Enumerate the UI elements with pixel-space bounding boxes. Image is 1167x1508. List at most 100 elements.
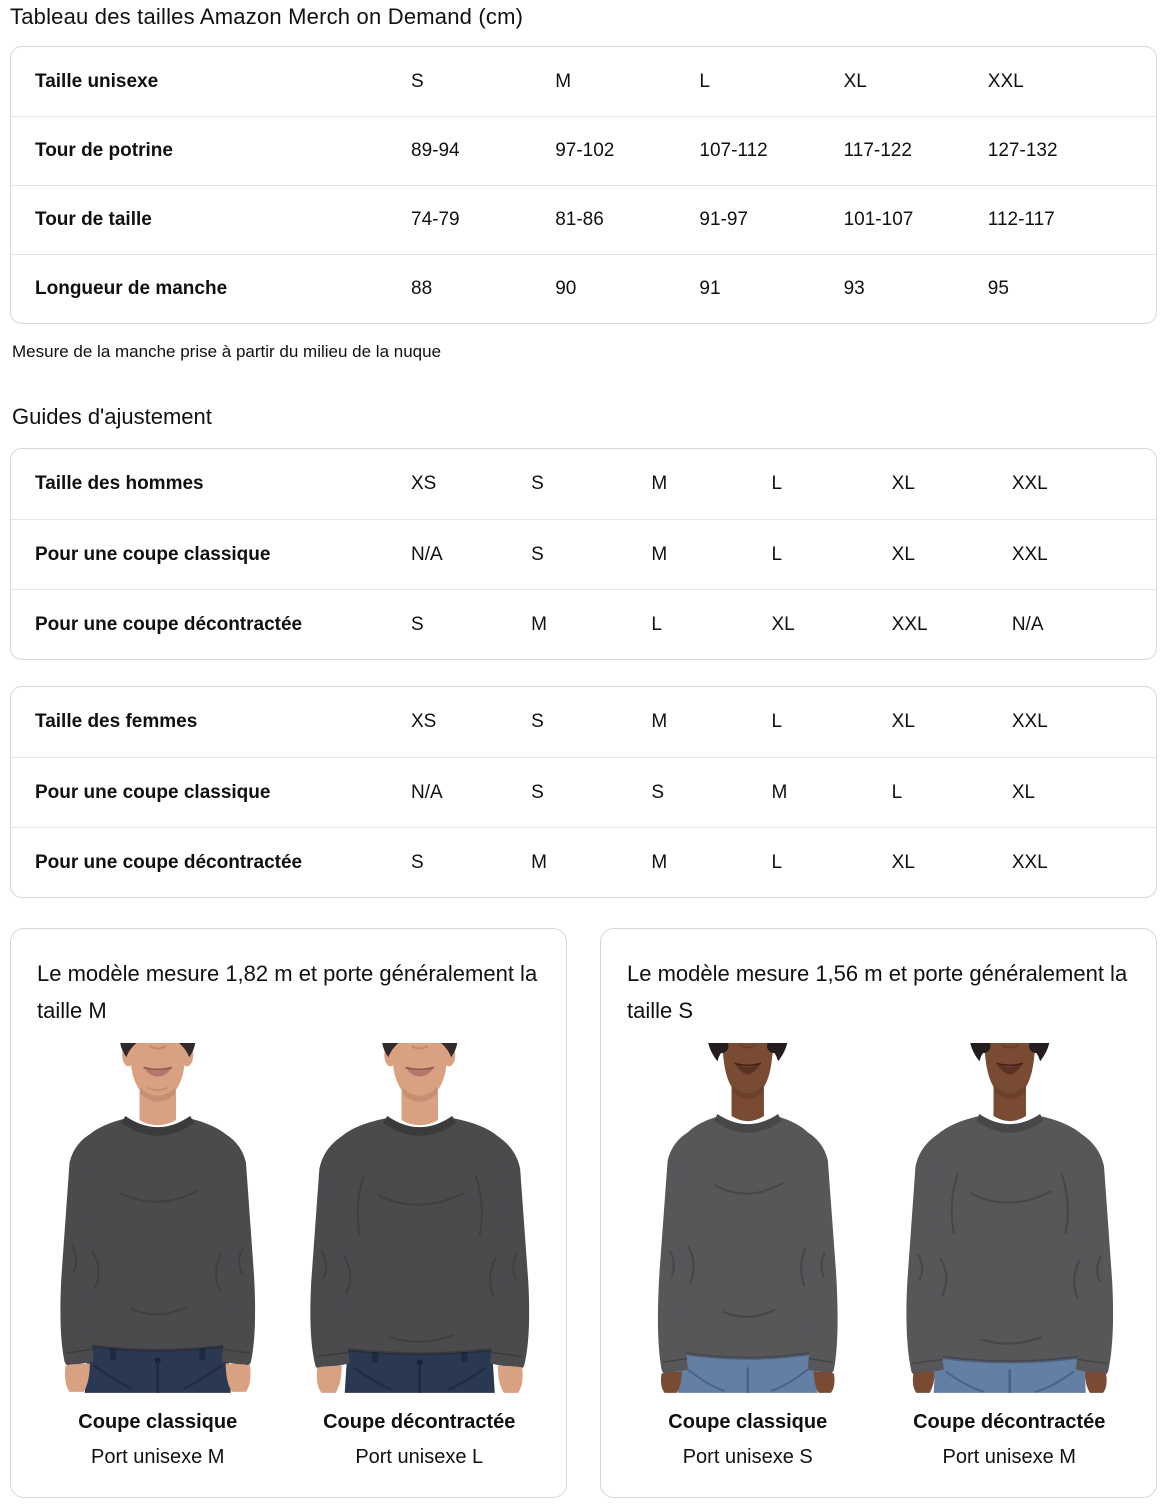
cell-value: 91-97 — [699, 209, 748, 230]
table-row: Taille des hommes XS S M L XL XXL — [11, 449, 1156, 519]
row-label: Pour une coupe classique — [35, 781, 271, 803]
model-description: Le modèle mesure 1,56 m et porte général… — [627, 961, 1128, 1023]
cell-value: 112-117 — [987, 209, 1055, 230]
cell-value: 90 — [555, 278, 577, 299]
fit-guides-heading: Guides d'ajustement — [12, 404, 212, 429]
cell-value: S — [531, 711, 544, 732]
cell-value: XL — [891, 851, 915, 873]
cell-value: XXL — [1011, 851, 1048, 873]
cell-value: S — [411, 851, 424, 873]
table-row: Pour une coupe décontractée S M M L XL X… — [11, 827, 1156, 897]
cell-value: N/A — [1011, 613, 1044, 635]
cell-value: S — [531, 781, 544, 803]
model-figure: Coupe décontractée Port unisexe L — [293, 1043, 547, 1469]
cell-value: XL — [891, 543, 915, 565]
size-worn-label: Port unisexe M — [942, 1445, 1076, 1468]
male-relaxed-fit-model-photo — [309, 1043, 529, 1393]
cell-value: XL — [771, 613, 795, 635]
cell-value: L — [771, 711, 783, 732]
table-row: Tour de taille 74-79 81-86 91-97 101-107… — [11, 185, 1156, 254]
table-row: Pour une coupe classique N/A S M L XL XX… — [11, 519, 1156, 589]
row-label: Taille des femmes — [35, 711, 198, 732]
model-figure: Coupe décontractée Port unisexe M — [883, 1043, 1137, 1469]
female-classic-fit-model-photo — [657, 1043, 838, 1393]
male-classic-fit-model-photo — [60, 1043, 256, 1393]
cell-value: XXL — [1011, 711, 1048, 732]
row-label: Tour de potrine — [35, 140, 173, 161]
cell-value: L — [771, 473, 783, 494]
model-card-men: Le modèle mesure 1,82 m et porte général… — [10, 928, 567, 1498]
cell-value: S — [411, 70, 424, 92]
cell-value: 93 — [843, 278, 865, 299]
row-label: Pour une coupe classique — [35, 543, 271, 565]
row-label: Taille des hommes — [35, 473, 204, 494]
cell-value: XXL — [891, 613, 928, 635]
cell-value: 117-122 — [843, 140, 912, 161]
row-label: Taille unisexe — [35, 70, 159, 92]
cell-value: XS — [411, 711, 437, 732]
cell-value: XL — [843, 70, 867, 92]
model-cards: Le modèle mesure 1,82 m et porte général… — [10, 928, 1157, 1498]
cell-value: 89-94 — [411, 140, 460, 161]
cell-value: 91 — [699, 278, 721, 299]
cell-value: 97-102 — [555, 140, 615, 161]
cell-value: 95 — [987, 278, 1009, 299]
model-description: Le modèle mesure 1,82 m et porte général… — [37, 961, 538, 1023]
men-fit-table: Taille des hommes XS S M L XL XXL Pour u… — [10, 448, 1157, 660]
cell-value: L — [651, 613, 662, 635]
model-figure: Coupe classique Port unisexe M — [31, 1043, 285, 1469]
model-figure: Coupe classique Port unisexe S — [621, 1043, 875, 1469]
cell-value: 74-79 — [411, 209, 460, 230]
row-label: Pour une coupe décontractée — [35, 613, 303, 635]
cell-value: 107-112 — [699, 140, 768, 161]
cell-value: XL — [1011, 781, 1036, 803]
model-card-women: Le modèle mesure 1,56 m et porte général… — [600, 928, 1157, 1498]
fit-label: Coupe classique — [668, 1410, 828, 1433]
female-relaxed-fit-model-photo — [905, 1043, 1113, 1393]
cell-value: L — [771, 543, 783, 565]
cell-value: 81-86 — [555, 209, 604, 230]
fit-label: Coupe décontractée — [913, 1410, 1106, 1433]
cell-value: N/A — [411, 543, 443, 565]
cell-value: M — [651, 851, 668, 873]
row-label: Pour une coupe décontractée — [35, 851, 303, 873]
table-row: Longueur de manche 88 90 91 93 95 — [11, 254, 1156, 323]
cell-value: N/A — [411, 781, 443, 803]
table-row: Taille unisexe S M L XL XXL — [11, 47, 1156, 116]
sleeve-measure-note: Mesure de la manche prise à partir du mi… — [12, 342, 442, 361]
cell-value: M — [651, 711, 668, 732]
table-row: Pour une coupe décontractée S M L XL XXL… — [11, 589, 1156, 659]
fit-label: Coupe décontractée — [323, 1410, 516, 1433]
table-row: Pour une coupe classique N/A S S M L XL — [11, 757, 1156, 827]
cell-value: L — [771, 851, 783, 873]
size-worn-label: Port unisexe M — [91, 1445, 225, 1468]
cell-value: M — [651, 473, 668, 494]
cell-value: XS — [411, 473, 437, 494]
cell-value: 127-132 — [987, 140, 1058, 161]
row-label: Tour de taille — [35, 209, 152, 230]
women-fit-table: Taille des femmes XS S M L XL XXL Pour u… — [10, 686, 1157, 898]
model-figures: Coupe classique Port unisexe M — [31, 1043, 546, 1469]
cell-value: XXL — [1011, 543, 1048, 565]
cell-value: S — [531, 543, 544, 565]
cell-value: M — [531, 613, 547, 635]
cell-value: 88 — [411, 278, 433, 299]
cell-value: M — [771, 781, 788, 803]
cell-value: L — [699, 70, 710, 92]
cell-value: M — [531, 851, 547, 873]
cell-value: S — [531, 473, 544, 494]
size-worn-label: Port unisexe S — [682, 1445, 813, 1468]
size-table: Taille unisexe S M L XL XXL Tour de potr… — [10, 46, 1157, 324]
cell-value: XXL — [1011, 473, 1048, 494]
table-row: Taille des femmes XS S M L XL XXL — [11, 687, 1156, 757]
table-row: Tour de potrine 89-94 97-102 107-112 117… — [11, 116, 1156, 185]
size-worn-label: Port unisexe L — [355, 1445, 484, 1468]
cell-value: M — [555, 70, 572, 92]
cell-value: M — [651, 543, 668, 565]
cell-value: L — [891, 781, 903, 803]
cell-value: S — [651, 781, 665, 803]
cell-value: XL — [891, 711, 915, 732]
row-label: Longueur de manche — [35, 278, 228, 299]
cell-value: XXL — [987, 70, 1024, 92]
